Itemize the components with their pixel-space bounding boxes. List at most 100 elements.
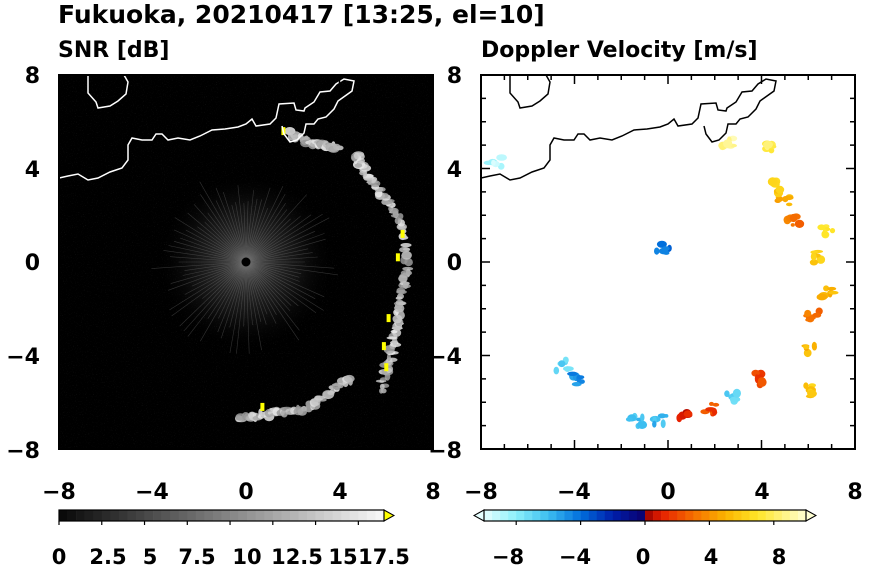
clutter-ray <box>168 245 247 263</box>
snr-colorbar-segment <box>76 510 85 521</box>
doppler-colorbar-segment <box>596 510 606 521</box>
snr-colorbar-label: 10 <box>232 545 261 569</box>
clutter-ray <box>231 204 247 263</box>
doppler-minor-ticks <box>480 74 856 450</box>
doppler-echo-cell <box>828 290 839 295</box>
doppler-colorbar: −8 −4 0 4 8 <box>472 509 818 569</box>
doppler-echo-cell <box>816 255 826 264</box>
snr-echo-cell <box>379 383 385 390</box>
clutter-ray <box>220 261 247 339</box>
snr-colorbar-segment <box>298 510 308 521</box>
snr-colorbar-segment <box>238 510 248 521</box>
snr-echo-cell <box>343 374 355 383</box>
clutter-ray <box>245 261 335 269</box>
snr-y-ticks: 8 4 0 −4 −8 <box>6 64 40 464</box>
doppler-echo-cell <box>625 417 633 422</box>
snr-x-tick: 0 <box>238 480 253 505</box>
snr-colorbar-label: 0 <box>52 545 67 569</box>
clutter-ray <box>207 213 247 263</box>
snr-echo-cell <box>397 293 404 300</box>
snr-colorbar-label: 15 <box>328 545 357 569</box>
clutter-ray <box>245 261 268 315</box>
clutter-ray <box>237 185 247 263</box>
clutter-ray <box>245 190 254 263</box>
snr-max-cell <box>400 229 405 238</box>
doppler-echo-cell <box>821 230 829 238</box>
doppler-echo-cell <box>763 140 773 149</box>
clutter-ray <box>151 261 247 269</box>
doppler-colorbar-segment <box>572 510 581 521</box>
clutter-ray <box>245 261 267 325</box>
doppler-echo-cell <box>775 185 785 194</box>
snr-colorbar-segment <box>84 510 94 521</box>
snr-x-tick: 8 <box>425 480 440 505</box>
snr-colorbar-segment <box>187 510 197 521</box>
doppler-y-tick: −8 <box>428 439 462 464</box>
clutter-ray <box>184 261 247 271</box>
snr-echo-cell <box>297 408 308 416</box>
snr-max-cell <box>381 342 386 351</box>
doppler-colorbar-segment <box>556 510 565 521</box>
clutter-ray <box>168 261 247 291</box>
doppler-x-tick: 8 <box>847 480 862 505</box>
doppler-colorbar-segment <box>508 510 517 521</box>
snr-colorbar-segment <box>144 510 154 521</box>
clutter-ray <box>245 193 286 263</box>
clutter-ray <box>229 261 247 354</box>
doppler-echo-cell <box>816 293 828 301</box>
doppler-colorbar-segment <box>564 510 573 521</box>
snr-colorbar-segment <box>170 510 180 521</box>
clutter-ray <box>245 261 250 354</box>
clutter-ray <box>202 261 247 299</box>
doppler-colorbar-segment <box>661 510 670 521</box>
doppler-echo-cell <box>754 374 760 384</box>
doppler-echo-cell <box>768 147 775 154</box>
doppler-echo-cell <box>804 309 812 317</box>
clutter-ray <box>163 250 247 263</box>
doppler-echo-cell <box>803 345 810 350</box>
clutter-ray <box>245 213 323 263</box>
snr-colorbar-segment <box>59 510 68 521</box>
figure-title: Fukuoka, 20210417 [13:25, el=10] <box>58 0 545 29</box>
clutter-ray <box>169 261 247 311</box>
snr-echoes <box>235 127 414 423</box>
doppler-echo-cell <box>827 286 837 291</box>
snr-x-tick: −8 <box>42 480 76 505</box>
clutter-ray <box>245 261 300 282</box>
doppler-echo-cell <box>558 360 566 368</box>
clutter-ray <box>245 208 268 263</box>
snr-colorbar-frame <box>58 509 385 522</box>
doppler-echo-cell <box>790 223 795 227</box>
doppler-colorbar-segment <box>653 510 662 521</box>
doppler-echo-cell <box>809 259 819 266</box>
doppler-x-tick: 4 <box>754 480 769 505</box>
snr-y-tick: 8 <box>25 64 40 89</box>
snr-colorbar-segment <box>375 510 385 521</box>
snr-colorbar-segment <box>153 510 162 521</box>
doppler-echoes <box>483 135 839 429</box>
clutter-ray <box>245 261 292 306</box>
doppler-echo-cell <box>654 247 660 255</box>
doppler-echo-cell <box>786 202 793 207</box>
clutter-ray <box>215 200 247 263</box>
snr-colorbar-segment <box>67 510 77 521</box>
doppler-colorbar-segment <box>717 510 726 521</box>
clutter-ray <box>245 261 300 278</box>
clutter-ray <box>236 261 247 354</box>
snr-max-cell <box>384 363 389 372</box>
doppler-colorbar-label: −4 <box>559 545 591 569</box>
doppler-coastline <box>481 75 777 181</box>
doppler-colorbar-extend-min <box>472 509 485 522</box>
clutter-ray <box>245 261 300 341</box>
doppler-y-tick: 4 <box>447 158 462 183</box>
clutter-ray <box>173 241 247 263</box>
doppler-echo-cell <box>757 377 767 387</box>
doppler-colorbar-segment <box>669 510 678 521</box>
snr-colorbar-segment <box>307 510 316 521</box>
doppler-colorbar-segment <box>604 510 614 521</box>
doppler-echo-cell <box>657 413 667 419</box>
doppler-colorbar-label: −8 <box>492 545 524 569</box>
snr-echo-cell <box>395 299 404 306</box>
doppler-colorbar-segment <box>540 510 549 521</box>
snr-colorbar-extend-max <box>383 509 396 522</box>
